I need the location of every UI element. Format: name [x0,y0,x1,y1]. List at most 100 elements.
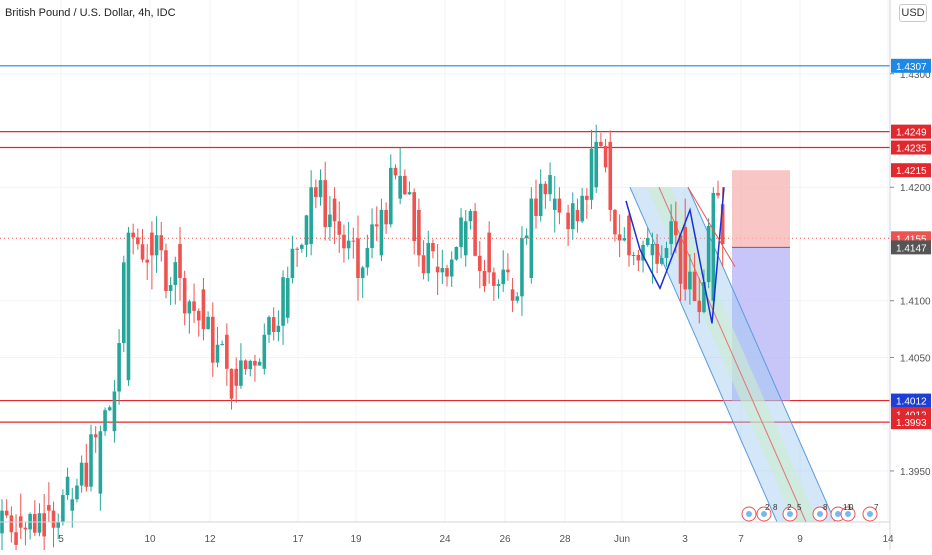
candle-body [271,317,276,333]
candle-body [683,226,688,290]
candle-body [487,232,491,273]
candle-body [627,215,631,256]
candle-body [332,198,337,222]
candle-body [669,221,673,244]
candle-body [454,246,459,260]
time-tick-label: 7 [738,534,744,545]
swing-drawing[interactable] [625,186,736,324]
candle-body [309,187,313,244]
candle-body [290,248,295,279]
candle-body [346,240,351,249]
candle-body [501,269,506,285]
candle-body [384,209,388,225]
candle-body [664,247,669,258]
candle-body [674,221,678,236]
candle-body [445,268,449,277]
price-tick-label: 1.4100 [900,297,931,308]
candle-body [37,513,42,533]
candle-body [603,145,608,168]
event-flag-count: 11 [843,503,852,512]
candle-body [360,267,365,279]
candle-body [65,476,70,496]
candle-body [520,238,524,297]
price-axis-label [891,240,931,255]
candle-body [655,243,659,264]
candle-body [697,300,702,313]
price-tick-label: 1.3950 [900,467,931,478]
candle-body [711,192,716,301]
candle-body [468,211,473,222]
price-axis-label [891,393,931,408]
candle-body [492,272,496,286]
channel-lower-line [629,187,778,523]
candle-body [575,209,580,222]
candle-body [276,325,281,333]
price-axis-label [891,58,931,73]
candle-body [608,141,613,210]
candle-body [164,250,168,291]
time-tick-label: 5 [58,534,64,545]
candle-body [328,214,332,228]
candle-body [206,316,210,330]
price-axis-label [891,163,931,178]
candle-body [182,278,187,314]
candle-body [285,278,290,318]
flag-dot-icon [817,511,823,517]
candle-body [103,410,107,432]
candle-body [145,259,150,263]
candlesticks [0,124,725,555]
event-flag-count: 0 [849,503,854,512]
candle-body [248,360,253,370]
price-axis-label [891,140,931,155]
candle-body [281,277,285,326]
candle-body [548,175,552,195]
candle-body [557,198,562,213]
candle-body [234,368,239,386]
candle-body [42,513,46,537]
candle-body [641,244,645,261]
flag-dot-icon [761,511,767,517]
candle-body [365,247,370,268]
price-axis-label-text: 1.4012 [896,397,927,408]
currency-button[interactable]: USD [899,4,927,22]
time-tick-label: 24 [439,534,451,545]
price-axis-label-text: 1.3993 [896,418,927,429]
event-flags[interactable]: 2 8 2 5 8 110 7 [741,503,879,522]
short-position-tool[interactable] [732,170,790,401]
candle-body [374,224,379,227]
candle-body [47,504,51,511]
time-tick-label: 26 [499,534,511,545]
candle-body [93,434,98,438]
candle-body [51,510,56,528]
candle-body [702,282,706,313]
candle-body [617,234,622,241]
candle-body [477,255,482,271]
candle-body [570,203,575,230]
candle-body [510,289,515,301]
time-tick-label: 9 [797,534,803,545]
candle-body [506,269,510,273]
candle-body [79,462,84,486]
candle-body [716,192,720,196]
candle-body [4,510,9,516]
candle-body [323,180,328,228]
price-axis-label [891,415,931,430]
candle-body [84,462,89,487]
candle-body [239,360,243,386]
candle-body [229,368,234,399]
candle-body [659,257,664,264]
candle-body [262,334,267,369]
candle-body [426,243,431,274]
candle-body [594,141,599,188]
candle-body [463,221,468,256]
candle-body [678,235,683,284]
candle-body [407,192,412,195]
flag-dot-icon [845,511,851,517]
candle-body [636,254,641,261]
candle-body [14,532,18,545]
candle-body [192,301,196,311]
candle-body [220,343,224,345]
